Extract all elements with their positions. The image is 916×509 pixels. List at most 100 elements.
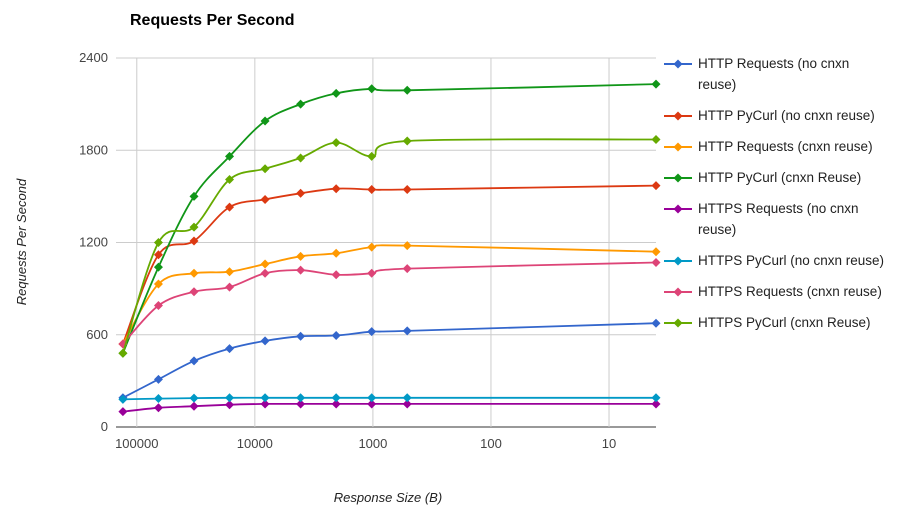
data-point [225, 151, 235, 161]
data-point [260, 399, 270, 409]
data-point [367, 242, 377, 252]
x-axis-title: Response Size (B) [334, 490, 442, 505]
y-tick-label: 2400 [79, 50, 108, 65]
data-point [189, 401, 199, 411]
legend-item: HTTP PyCurl (cnxn Reuse) [664, 170, 861, 185]
data-point [651, 181, 661, 191]
data-point [367, 84, 377, 94]
legend-label: HTTP Requests (no cnxn [698, 56, 849, 71]
data-point [189, 191, 199, 201]
legend-label: reuse) [698, 77, 736, 92]
data-point [260, 116, 270, 126]
legend-label: HTTPS Requests (no cnxn [698, 201, 859, 216]
legend-swatch-marker [673, 142, 683, 152]
legend-swatch-marker [673, 256, 683, 266]
legend-label: HTTP PyCurl (no cnxn reuse) [698, 108, 875, 123]
data-point [651, 393, 661, 403]
data-point [225, 267, 235, 277]
data-point [367, 268, 377, 278]
data-point [296, 331, 306, 341]
legend-label: HTTPS PyCurl (no cnxn reuse) [698, 253, 884, 268]
data-point [331, 393, 341, 403]
data-point [296, 99, 306, 109]
data-point [260, 393, 270, 403]
legend-swatch-marker [673, 59, 683, 69]
data-point [296, 251, 306, 261]
data-point [331, 88, 341, 98]
data-point [153, 262, 163, 272]
legend-swatch-marker [673, 204, 683, 214]
x-axis-ticks: 100000 10000 1000 100 10 [115, 436, 616, 451]
legend-item: HTTPS PyCurl (cnxn Reuse) [664, 315, 871, 330]
y-axis-title: Requests Per Second [14, 178, 29, 305]
data-point [367, 327, 377, 337]
series-6 [118, 393, 661, 404]
data-point [153, 238, 163, 247]
y-tick-label: 1800 [79, 142, 108, 157]
legend-label: HTTP Requests (cnxn reuse) [698, 139, 873, 154]
legend-item: HTTPS Requests (cnxn reuse) [664, 284, 882, 299]
x-tick-label: 10000 [237, 436, 273, 451]
data-point [189, 393, 199, 403]
data-point [118, 407, 128, 417]
data-point [153, 403, 163, 413]
data-point [153, 250, 163, 260]
data-point [331, 270, 341, 280]
y-axis-ticks: 0 600 1200 1800 2400 [79, 50, 108, 434]
data-point [225, 174, 235, 184]
series-line [122, 396, 656, 401]
y-tick-label: 600 [86, 327, 108, 342]
data-point [296, 393, 306, 403]
grid [116, 57, 656, 428]
legend-swatch-marker [673, 173, 683, 183]
data-point [296, 265, 306, 275]
data-point [331, 248, 341, 258]
data-point [367, 393, 377, 403]
data-point [296, 399, 306, 409]
series-8 [118, 134, 661, 358]
y-tick-label: 0 [101, 419, 108, 434]
data-point [153, 301, 163, 311]
data-point [651, 257, 661, 267]
data-point [402, 399, 412, 409]
data-point [153, 394, 163, 404]
data-point [153, 374, 163, 384]
data-point [189, 268, 199, 278]
data-point [260, 268, 270, 278]
data-point [402, 85, 412, 95]
data-point [189, 222, 199, 232]
data-point [189, 356, 199, 366]
series-4 [118, 79, 661, 358]
data-point [651, 318, 661, 328]
series-line [122, 83, 657, 354]
data-point [651, 79, 661, 89]
legend-label: HTTPS Requests (cnxn reuse) [698, 284, 882, 299]
data-point [260, 194, 270, 204]
series-5 [118, 399, 661, 417]
series-7 [118, 257, 661, 349]
data-point [189, 236, 199, 246]
data-point [260, 259, 270, 269]
data-point [331, 184, 341, 194]
data-point [189, 287, 199, 297]
series-line [122, 244, 657, 345]
legend-item: HTTP Requests (cnxn reuse) [664, 139, 873, 154]
legend-item: HTTP Requests (no cnxn reuse) [664, 56, 849, 92]
data-point [225, 202, 235, 212]
data-point [367, 399, 377, 409]
data-point [225, 400, 235, 410]
data-point [402, 184, 412, 194]
data-point [331, 331, 341, 341]
data-point [118, 394, 128, 404]
legend-label: reuse) [698, 222, 736, 237]
data-point [367, 151, 377, 161]
data-point [402, 241, 412, 251]
x-tick-label: 10 [602, 436, 616, 451]
data-point [331, 138, 341, 148]
data-point [402, 393, 412, 403]
legend-item: HTTPS PyCurl (no cnxn reuse) [664, 253, 884, 268]
data-point [402, 136, 412, 146]
legend-label: HTTP PyCurl (cnxn Reuse) [698, 170, 861, 185]
series-line [122, 402, 656, 413]
